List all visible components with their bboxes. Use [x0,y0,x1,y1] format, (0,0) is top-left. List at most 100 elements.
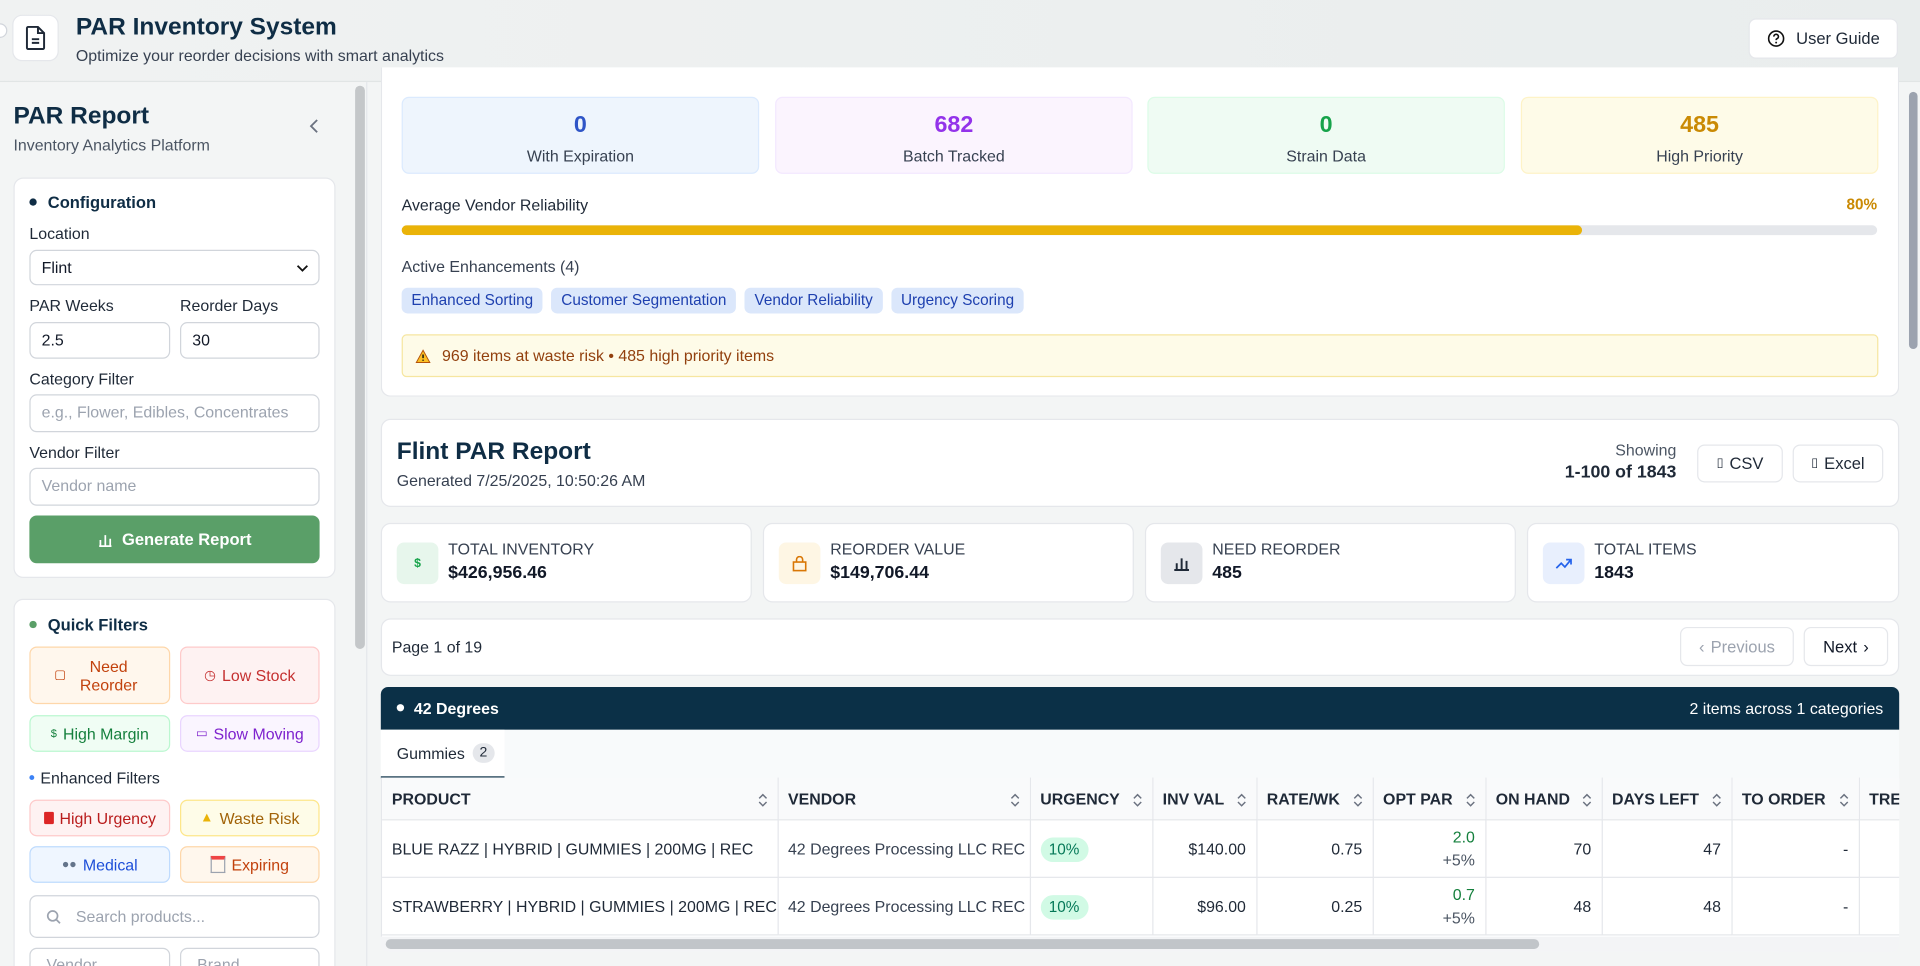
generate-button[interactable]: Generate Report [29,515,320,564]
column-header[interactable]: TRE [1858,777,1900,821]
filter-icon: ◷ [204,668,216,684]
path [309,119,318,133]
search-input[interactable]: Search products... [29,895,320,938]
group-dot [396,704,405,712]
cell-text: $96.00 [1197,896,1246,916]
cell-vendor: 42 Degrees Processing LLC REC [777,877,1031,936]
circle [1775,41,1777,44]
sort-icon [1839,793,1848,807]
path [1132,793,1142,807]
stat-expiration: 0 With Expiration [401,96,760,174]
column-header[interactable]: TO ORDER [1731,777,1860,821]
path [1174,558,1189,571]
summary-label: REORDER VALUE [830,540,966,559]
filter-high-margin[interactable]: $ High Margin [29,715,171,752]
cell-text: 48 [1573,896,1592,916]
cell-text: 47 [1703,839,1722,858]
summary-card: REORDER VALUE $149,706.44 [762,522,1134,603]
stat-strain: 0 Strain Data [1147,96,1505,174]
filter-medical[interactable]: ●● Medical [29,846,171,883]
column-header[interactable]: PRODUCT [382,777,779,821]
enhancement-tag: Customer Segmentation [551,287,737,314]
filter-high-urgency[interactable]: High Urgency [29,799,171,837]
path [296,265,308,272]
column-label: DAYS LEFT [1612,789,1700,808]
cell-urgency: 10% [1029,877,1153,936]
column-label: TO ORDER [1741,789,1826,808]
cell-on-hand: 70 [1485,819,1603,878]
filter-waste-risk[interactable]: ▲ Waste Risk [180,799,320,837]
table-body: BLUE RAZZ | HYBRID | GUMMIES | 200MG | R… [382,819,1900,936]
path [758,793,767,807]
config-dot [29,198,37,206]
location-select[interactable]: Flint [29,249,320,286]
previous-button[interactable]: ‹ Previous [1680,626,1794,667]
filter-need-reorder[interactable]: ▢ Need Reorder [29,646,171,705]
filter-icon [43,811,54,825]
path [1555,558,1572,569]
summary-label: NEED REORDER [1212,540,1341,559]
column-header[interactable]: VENDOR [777,777,1031,821]
reliability-label: Average Vendor Reliability [401,195,589,215]
column-header[interactable]: DAYS LEFT [1601,777,1733,821]
next-button[interactable]: Next › [1803,626,1889,667]
category-input[interactable]: e.g., Flower, Edibles, Concentrates [29,394,320,433]
reorder-days-label: Reorder Days [180,296,279,315]
table-scroll-thumb [385,939,1540,949]
opt-par-value: 2.0 [1452,827,1475,847]
path [98,534,111,547]
report-generated: Generated 7/25/2025, 10:50:26 AM [396,471,646,490]
filter-slow-moving[interactable]: ▭ Slow Moving [180,715,320,752]
column-label: INV VAL [1162,789,1225,808]
column-header[interactable]: RATE/WK [1256,777,1374,821]
next-label: Next [1823,637,1858,656]
path [1772,33,1780,41]
user-guide-button[interactable]: User Guide [1748,18,1898,59]
sort-icon [1353,793,1362,807]
collapse-button[interactable] [307,119,322,134]
csv-button[interactable]: ▯ CSV [1697,444,1783,483]
previous-label: Previous [1710,637,1775,656]
reorder-days-input[interactable]: 30 [180,322,320,359]
sort-control [1581,792,1591,810]
cell-text: 42 Degrees Processing LLC REC [787,839,1026,858]
column-header[interactable]: URGENCY [1029,777,1153,821]
enhanced-heading: Enhanced Filters [40,768,160,788]
cell-text: 48 [1703,896,1722,916]
tab-count: 2 [472,743,495,763]
stat-value: 682 [934,112,974,139]
filter-label: Waste Risk [219,808,300,828]
column-header[interactable]: ON HAND [1485,777,1603,821]
filter-label: Expiring [231,855,289,874]
filter-expiring[interactable]: Expiring [180,846,320,883]
filter-icon [210,855,226,874]
search-icon [46,910,61,924]
column-header[interactable]: OPT PAR [1372,777,1486,821]
urgency-pill: 10% [1040,894,1088,919]
stat-value: 0 [1319,112,1333,139]
cell-opt-par: 2.0 +5% [1372,819,1486,878]
brand-select[interactable]: Brand [180,947,320,966]
vendor-input[interactable]: Vendor name [29,467,320,506]
vendor-select[interactable]: Vendor [29,947,171,966]
path [1010,793,1019,807]
sort-icon [758,793,767,807]
app-title: PAR Inventory System [75,13,337,41]
cell-text: 70 [1573,839,1592,858]
column-label: TRE [1869,789,1900,808]
trend-icon [1555,558,1572,569]
reliability-track [401,225,1878,236]
par-weeks-input[interactable]: 2.5 [29,322,171,359]
column-label: OPT PAR [1383,789,1453,808]
column-header[interactable]: INV VAL [1152,777,1257,821]
filter-low-stock[interactable]: ◷ Low Stock [180,646,320,705]
excel-button[interactable]: ▯ Excel [1792,444,1884,483]
enhancement-tag: Urgency Scoring [891,287,1024,314]
cell-inv-val: $140.00 [1152,819,1257,878]
csv-label: CSV [1729,454,1764,473]
category-tab[interactable]: Gummies 2 [380,729,505,779]
page-info: Page 1 of 19 [391,637,483,657]
path [1711,793,1721,807]
sort-icon [1236,793,1246,807]
